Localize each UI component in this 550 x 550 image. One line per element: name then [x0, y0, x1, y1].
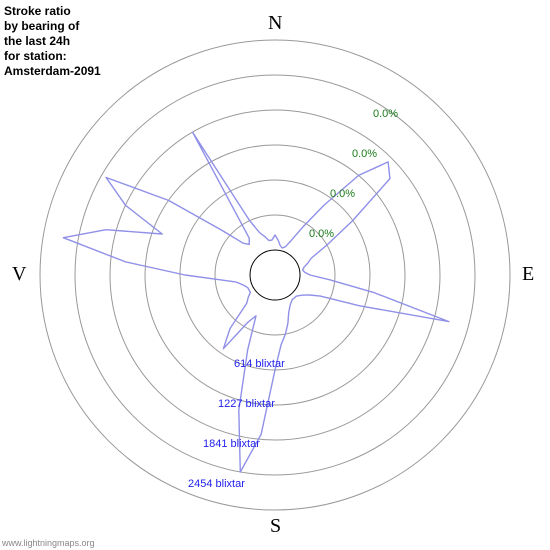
ring-count-label: 2454 blixtar [188, 478, 245, 490]
title-line: for station: [4, 49, 67, 63]
ring-count-label: 1227 blixtar [218, 398, 275, 410]
ring-pct-label: 0.0% [373, 108, 398, 120]
cardinal-w: V [12, 263, 26, 286]
chart-title: Stroke ratio by bearing of the last 24h … [4, 4, 101, 79]
polar-chart-container: Stroke ratio by bearing of the last 24h … [0, 0, 550, 550]
cardinal-s: S [270, 515, 281, 538]
title-line: Amsterdam-2091 [4, 64, 101, 78]
title-line: Stroke ratio [4, 4, 71, 18]
title-line: by bearing of [4, 19, 79, 33]
ring-pct-label: 0.0% [352, 148, 377, 160]
ring-count-label: 1841 blixtar [203, 438, 260, 450]
cardinal-n: N [268, 12, 282, 35]
polar-chart-svg [0, 0, 550, 550]
ring-pct-label: 0.0% [330, 188, 355, 200]
stroke-ratio-rose [63, 132, 449, 472]
footer-attribution: www.lightningmaps.org [2, 538, 95, 548]
ring-count-label: 614 blixtar [234, 358, 285, 370]
title-line: the last 24h [4, 34, 70, 48]
cardinal-e: E [522, 263, 534, 286]
center-circle [250, 250, 300, 300]
ring-pct-label: 0.0% [309, 228, 334, 240]
